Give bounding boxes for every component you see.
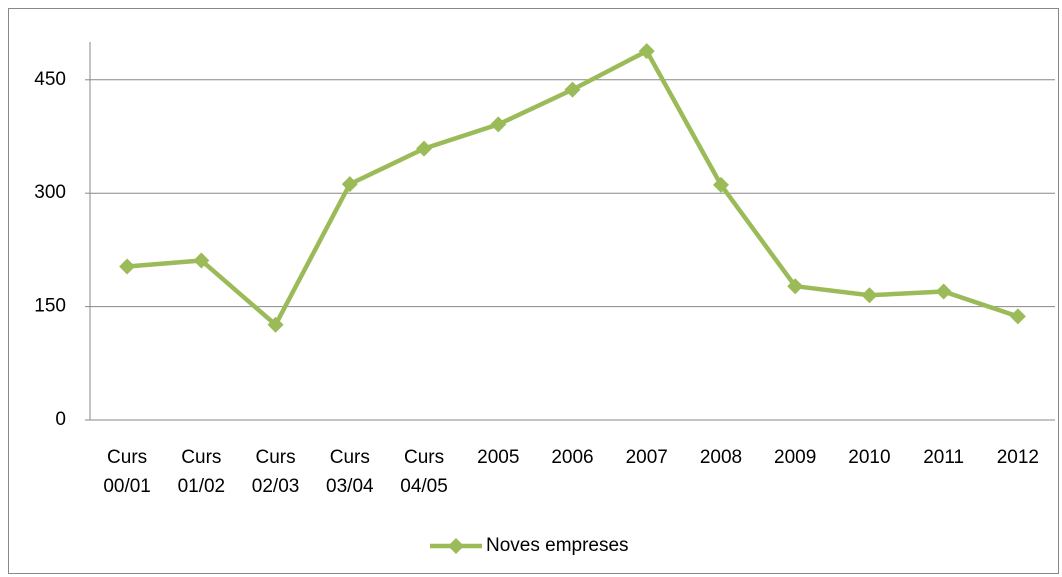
x-tick-label: 2008 xyxy=(700,447,742,468)
data-point xyxy=(1009,308,1026,325)
chart-frame xyxy=(8,8,1059,574)
x-tick-label: 2011 xyxy=(923,447,964,468)
data-point xyxy=(564,81,581,98)
legend-label: Noves empreses xyxy=(486,535,629,556)
x-tick-label: 2007 xyxy=(626,447,668,468)
data-point xyxy=(712,176,729,193)
data-point xyxy=(416,140,433,157)
data-point xyxy=(119,258,136,275)
x-tick-label: 2006 xyxy=(551,447,593,468)
x-tick-label: 2012 xyxy=(997,447,1039,468)
legend-marker xyxy=(448,538,464,554)
data-point xyxy=(341,176,358,193)
y-tick-label: 450 xyxy=(34,69,66,90)
data-point xyxy=(787,278,804,295)
x-tick-label: Curs 03/04 xyxy=(326,447,374,497)
data-point xyxy=(193,252,210,269)
x-tick-label: Curs 01/02 xyxy=(178,447,226,497)
x-tick-label: 2005 xyxy=(477,447,519,468)
data-point xyxy=(267,316,284,333)
data-point xyxy=(935,283,952,300)
data-point xyxy=(638,43,655,60)
x-tick-label: Curs 02/03 xyxy=(252,447,300,497)
data-point xyxy=(490,116,507,133)
y-tick-label: 0 xyxy=(55,409,66,430)
x-tick-label: Curs 04/05 xyxy=(400,447,448,497)
x-tick-label: 2009 xyxy=(774,447,816,468)
x-tick-label: 2010 xyxy=(848,447,890,468)
y-tick-label: 150 xyxy=(34,296,66,317)
x-tick-label: Curs 00/01 xyxy=(103,447,151,497)
data-point xyxy=(861,287,878,304)
y-tick-label: 300 xyxy=(34,182,66,203)
